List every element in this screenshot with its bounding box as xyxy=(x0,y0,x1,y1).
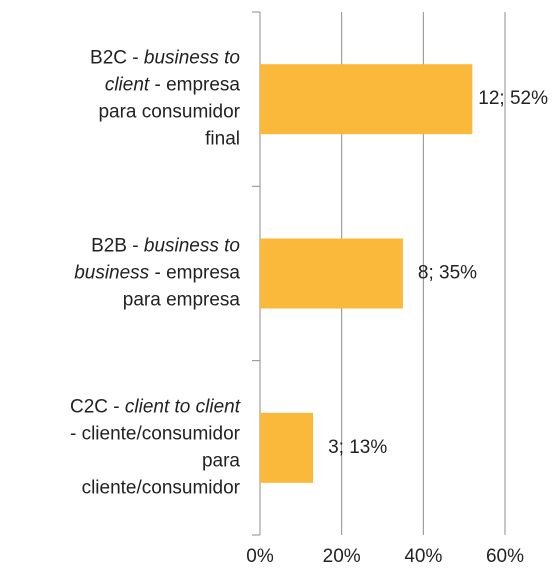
category-label-part: B2B - xyxy=(91,236,144,257)
x-tick-label: 40% xyxy=(404,546,442,567)
category-label-part: - empresa xyxy=(149,263,240,284)
category-label-part: B2C - xyxy=(90,48,144,69)
category-label: final xyxy=(205,129,240,150)
category-label: para xyxy=(202,450,240,471)
value-label: 3; 13% xyxy=(328,437,387,458)
category-label-part: business xyxy=(74,263,149,284)
category-label-part: cliente/consumidor xyxy=(82,477,241,498)
x-tick-label: 60% xyxy=(486,546,524,567)
category-label: C2C - client to client xyxy=(70,396,241,417)
category-label: business - empresa xyxy=(74,263,240,284)
category-label-part: para consumidor xyxy=(98,102,240,123)
category-label: B2B - business to xyxy=(91,236,240,257)
category-label-part: business to xyxy=(144,236,240,257)
x-tick-label: 20% xyxy=(323,546,361,567)
category-label-part: C2C - xyxy=(70,396,125,417)
category-label-part: client xyxy=(105,75,150,96)
category-label-part: - cliente/consumidor xyxy=(70,423,241,444)
category-label: - cliente/consumidor xyxy=(70,423,241,444)
bar xyxy=(260,412,314,483)
category-label: para consumidor xyxy=(98,102,240,123)
value-label: 12; 52% xyxy=(478,88,548,109)
bar xyxy=(260,64,473,135)
value-label: 8; 35% xyxy=(418,263,477,284)
category-label-part: para xyxy=(202,450,240,471)
category-label: client - empresa xyxy=(105,75,241,96)
category-label: cliente/consumidor xyxy=(82,477,241,498)
category-label-part: para empresa xyxy=(123,290,241,311)
category-label: B2C - business to xyxy=(90,48,240,69)
bar xyxy=(260,238,403,309)
category-label-part: client to client xyxy=(125,396,241,417)
category-label-part: final xyxy=(205,129,240,150)
category-label-part: - empresa xyxy=(149,75,240,96)
x-tick-label: 0% xyxy=(246,546,274,567)
category-label: para empresa xyxy=(123,290,241,311)
category-label-part: business to xyxy=(144,48,240,69)
